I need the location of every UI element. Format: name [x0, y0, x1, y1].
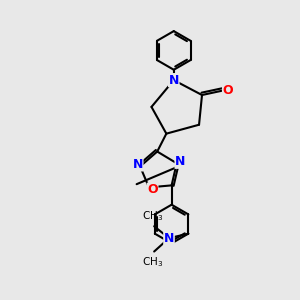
- Text: N: N: [169, 74, 179, 87]
- Text: N: N: [133, 158, 143, 171]
- Text: O: O: [147, 183, 158, 196]
- Text: CH$_3$: CH$_3$: [142, 209, 163, 223]
- Text: N: N: [175, 155, 185, 168]
- Text: N: N: [164, 232, 174, 244]
- Text: O: O: [223, 84, 233, 97]
- Text: CH$_3$: CH$_3$: [142, 255, 163, 269]
